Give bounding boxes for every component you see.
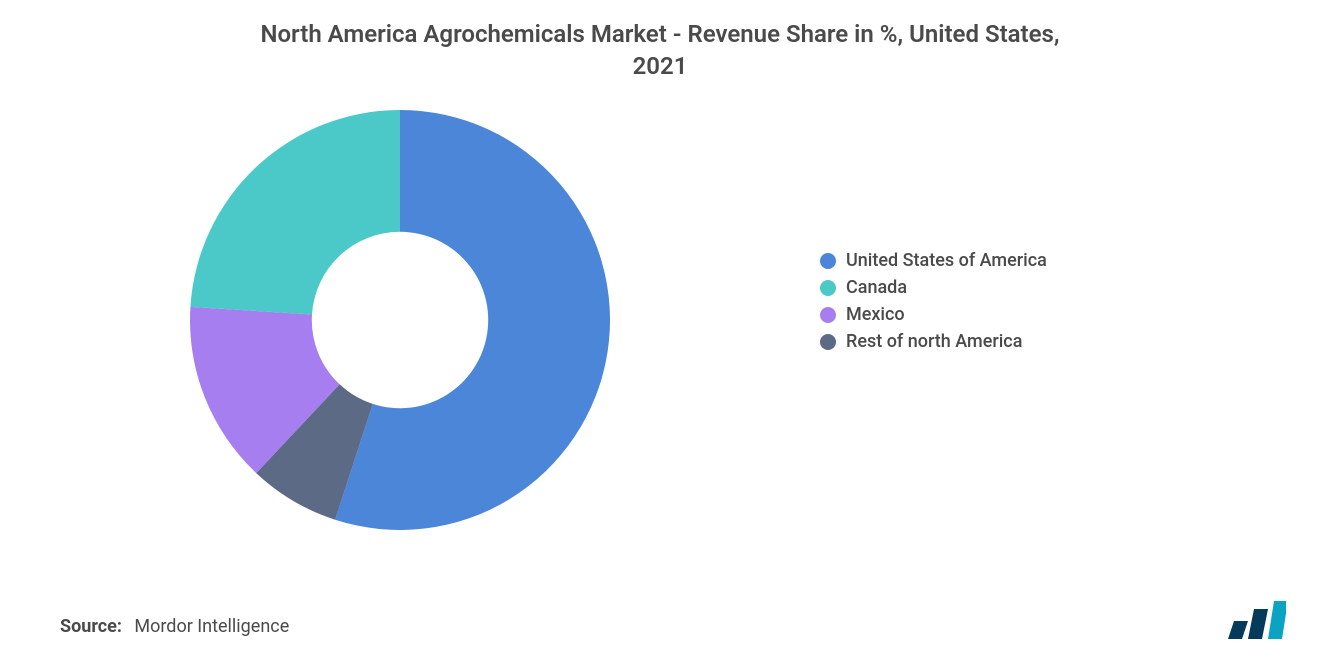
title-line-2: 2021 [633, 52, 688, 80]
legend-label: Mexico [846, 304, 905, 325]
chart-card: North America Agrochemicals Market - Rev… [0, 0, 1320, 665]
legend-label: Rest of north America [846, 331, 1022, 352]
logo-bar [1228, 621, 1248, 639]
logo-bar [1268, 601, 1286, 639]
legend-swatch [820, 307, 836, 323]
donut-slice [190, 110, 400, 314]
logo-bar [1248, 609, 1268, 639]
legend-item: United States of America [820, 250, 1047, 271]
donut-chart [190, 110, 610, 530]
mi-logo-icon [1228, 601, 1286, 639]
source-text: Mordor Intelligence [134, 616, 289, 637]
legend-swatch [820, 253, 836, 269]
donut-svg [190, 110, 610, 530]
legend-item: Canada [820, 277, 1047, 298]
legend-swatch [820, 280, 836, 296]
source-label: Source: [60, 616, 122, 637]
legend: United States of America Canada Mexico Rest… [820, 250, 1047, 352]
legend-label: United States of America [846, 250, 1047, 271]
legend-item: Rest of north America [820, 331, 1047, 352]
title-line-1: North America Agrochemicals Market - Rev… [260, 20, 1059, 48]
chart-title: North America Agrochemicals Market - Rev… [0, 18, 1320, 83]
source-attribution: Source: Mordor Intelligence [60, 616, 289, 637]
legend-item: Mexico [820, 304, 1047, 325]
legend-label: Canada [846, 277, 907, 298]
legend-swatch [820, 334, 836, 350]
